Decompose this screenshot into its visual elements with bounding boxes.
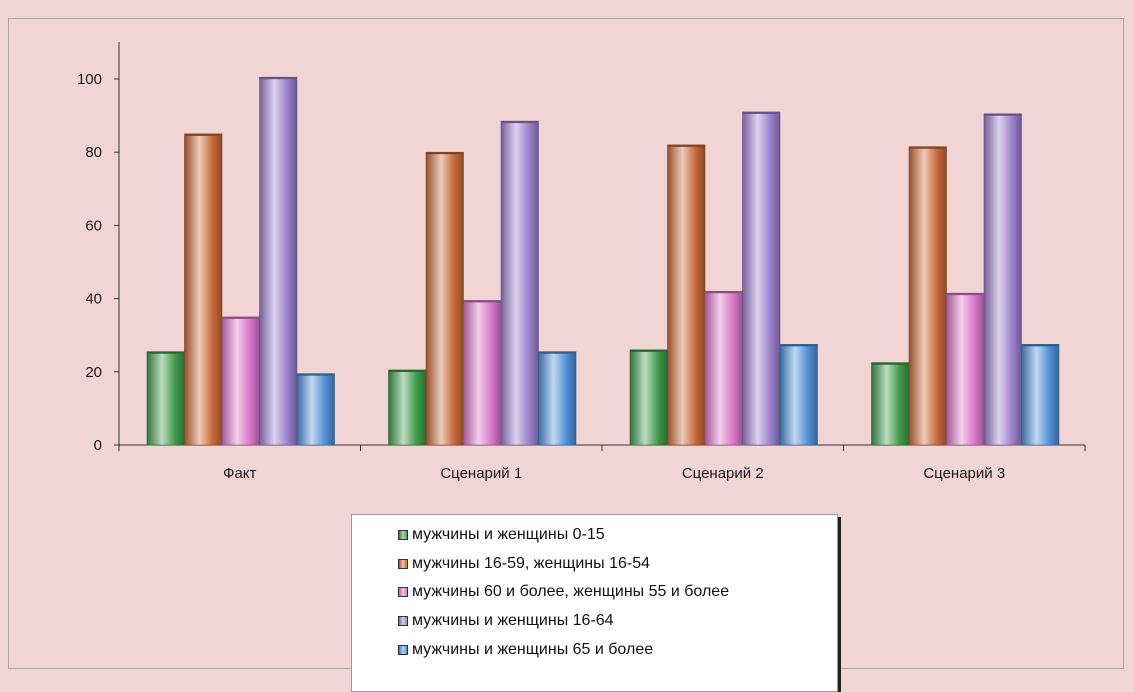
bar-cap [463,300,501,303]
bar [259,76,298,446]
y-tick-label: 40 [85,291,102,308]
y-tick-label: 80 [85,144,102,161]
legend-label: мужчины и женщины 65 и более [412,640,654,658]
bar-cap [426,152,464,155]
bar-cap [667,144,705,147]
legend-item: мужчины и женщины 16-64 [398,607,837,636]
y-tick-label: 60 [85,217,102,234]
legend-label: мужчины и женщины 16-64 [412,612,614,630]
bar [538,351,577,446]
bar [463,300,502,446]
bar-cap [538,351,576,354]
legend-label: мужчины 60 и более, женщины 55 и более [412,583,730,601]
bar-cap [501,121,539,124]
bar-cap [705,291,743,294]
x-tick-label: Факт [223,465,256,482]
bar-cap [909,146,947,149]
bar-cap [184,133,222,136]
bar [779,344,818,446]
bar [983,113,1022,446]
y-tick-label: 100 [77,71,102,88]
bar [146,351,185,446]
y-tick-label: 0 [94,437,102,454]
bar-cap [946,293,984,296]
bar-cap [780,344,818,347]
bar [1021,344,1060,446]
bar-cap [259,77,297,80]
bar [742,111,781,446]
bar-cap [388,369,426,372]
bar-cap [297,373,335,376]
bar [500,120,539,446]
y-tick-label: 20 [85,364,102,381]
bar-cap [742,111,780,114]
legend-swatch [398,530,408,541]
legend-label: мужчины и женщины 0-15 [412,526,605,544]
legend-item: мужчины и женщины 0-15 [398,521,837,550]
bar-cap [222,316,260,319]
bar [425,151,464,446]
bar-cap [147,351,185,354]
bar-cap [871,362,909,365]
axis-labels: 0 20 40 60 80 100 Факт Сценарий 1 Сценарий 2 Сцен… [77,71,1005,482]
bar [296,373,335,446]
bar [704,290,743,446]
legend-swatch [398,616,408,627]
legend-swatch [398,644,408,655]
x-tick-label: Сценарий 2 [682,465,764,482]
x-tick-label: Сценарий 3 [923,465,1005,482]
x-tick-label: Сценарий 1 [440,465,522,482]
legend-label: мужчины 16-59, женщины 16-54 [412,554,650,572]
bar [221,316,260,446]
legend-swatch [398,587,408,598]
bar-cap [1021,344,1059,347]
bar [667,144,706,446]
legend-swatch [398,558,408,569]
legend: мужчины и женщины 0-15 мужчины 16-59, же… [351,514,838,692]
bars [146,76,1060,446]
bar-chart: 0 20 40 60 80 100 Факт Сценарий 1 Сценарий 2 Сцен… [77,42,1086,482]
bar-cap [984,113,1022,116]
bar [184,133,223,446]
legend-item: мужчины и женщины 65 и более [398,635,837,664]
legend-item: мужчины 60 и более, женщины 55 и более [398,578,837,607]
bar [629,349,668,446]
bar [388,369,427,446]
bar [946,292,985,446]
legend-item: мужчины 16-59, женщины 16-54 [398,550,837,579]
bar [871,362,910,446]
bar-cap [630,349,668,352]
bar [908,146,947,446]
